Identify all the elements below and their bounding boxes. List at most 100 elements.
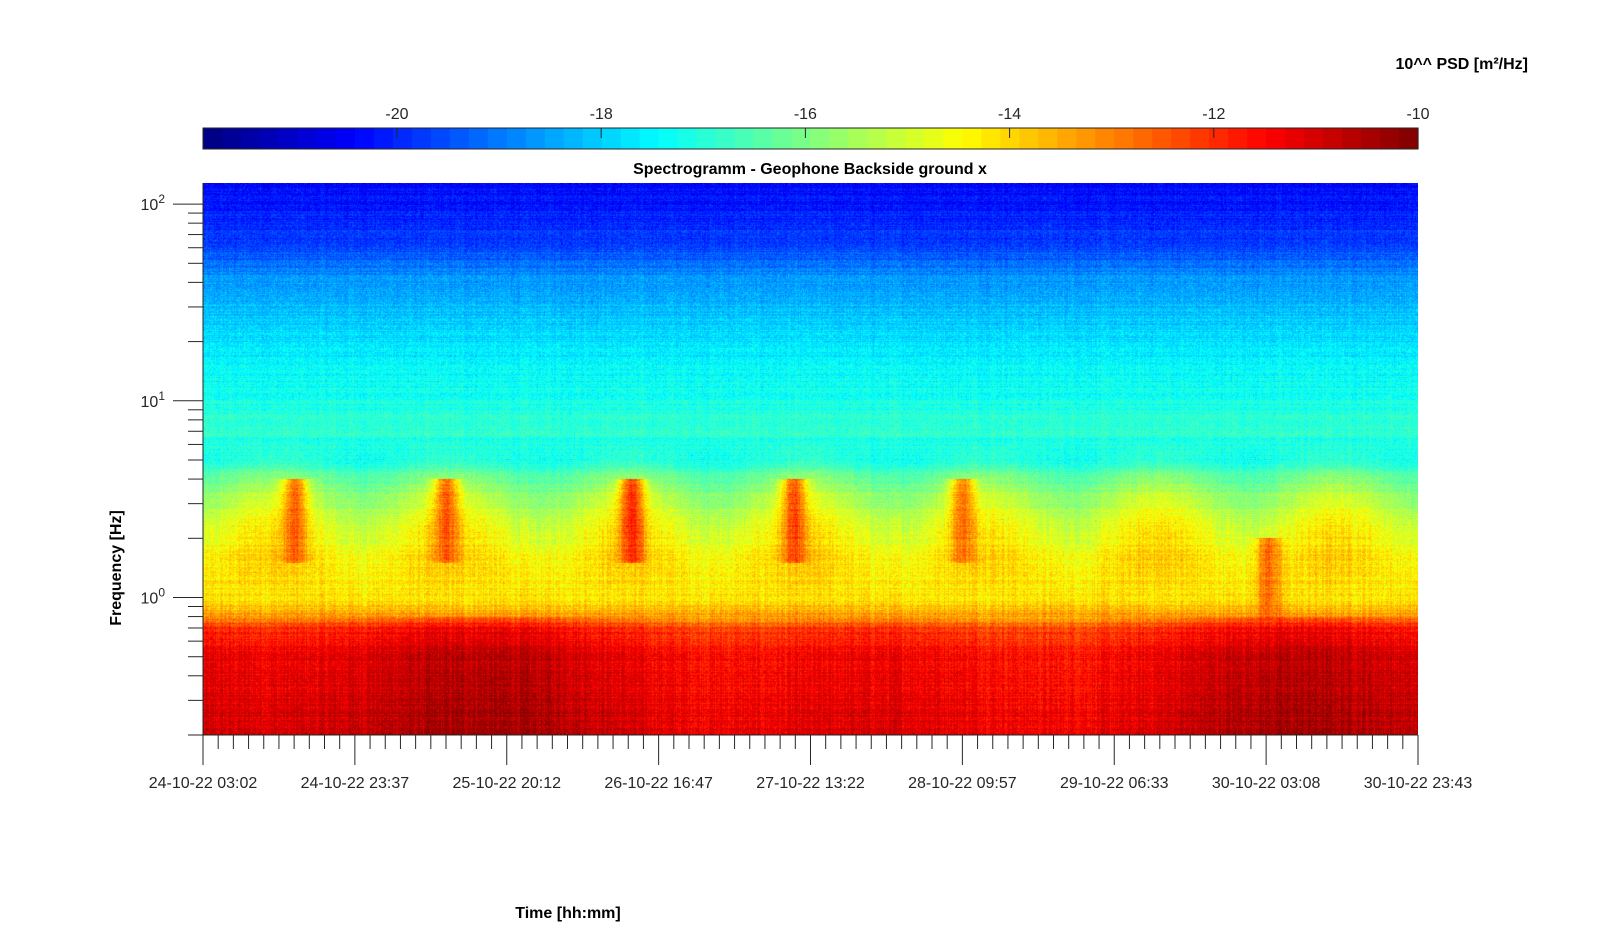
y-tick-label: 101 xyxy=(141,389,166,411)
x-tick-label: 25-10-22 20:12 xyxy=(452,775,561,792)
colorbar-band xyxy=(1114,128,1134,149)
colorbar-band xyxy=(1095,128,1115,149)
colorbar-ticks: -20 -18 -16 -14 -12 -10 xyxy=(385,106,1430,138)
colorbar-band xyxy=(1266,128,1286,149)
colorbar-band xyxy=(715,128,736,149)
colorbar-label: 10^^ PSD [m²/Hz] xyxy=(1396,56,1528,73)
colorbar-band xyxy=(696,128,717,149)
x-axis-ticks: 24-10-22 03:02 24-10-22 23:37 25-10-22 20:… xyxy=(149,735,1473,792)
colorbar-band xyxy=(582,128,603,149)
colorbar-band xyxy=(639,128,660,149)
colorbar-band xyxy=(259,128,280,149)
colorbar-band xyxy=(1304,128,1324,149)
colorbar-band xyxy=(1399,128,1419,149)
colorbar-band xyxy=(658,128,679,149)
colorbar-band xyxy=(1000,128,1020,149)
colorbar-band xyxy=(203,128,223,149)
colorbar-band xyxy=(411,128,432,149)
y-tick-exponent: 0 xyxy=(158,586,165,600)
colorbar-tick-label: -10 xyxy=(1406,106,1429,123)
colorbar-band xyxy=(791,128,812,149)
x-tick-label: 29-10-22 06:33 xyxy=(1060,775,1169,792)
colorbar-band xyxy=(601,128,622,149)
colorbar-band xyxy=(905,128,925,149)
colorbar-band xyxy=(544,128,565,149)
colorbar: -20 -18 -16 -14 -12 -10 10^^ PSD [m²/Hz] xyxy=(202,56,1528,150)
y-tick-base: 10 xyxy=(141,197,159,214)
colorbar-band xyxy=(525,128,546,149)
colorbar-band xyxy=(848,128,869,149)
colorbar-band xyxy=(354,128,375,149)
colorbar-band xyxy=(1342,128,1362,149)
y-tick-exponent: 1 xyxy=(158,389,165,403)
colorbar-band xyxy=(981,128,1001,149)
colorbar-band xyxy=(1076,128,1096,149)
x-tick-label: 30-10-22 23:43 xyxy=(1364,775,1473,792)
colorbar-band xyxy=(753,128,774,149)
colorbar-band xyxy=(1171,128,1191,149)
colorbar-band xyxy=(1152,128,1172,149)
colorbar-band xyxy=(867,128,888,149)
colorbar-tick-label: -16 xyxy=(794,106,817,123)
colorbar-band xyxy=(487,128,508,149)
colorbar-band xyxy=(563,128,584,149)
colorbar-band xyxy=(1361,128,1381,149)
colorbar-band xyxy=(506,128,527,149)
colorbar-band xyxy=(335,128,356,149)
colorbar-band xyxy=(1190,128,1210,149)
colorbar-tick-label: -18 xyxy=(590,106,613,123)
colorbar-tick-label: -14 xyxy=(998,106,1021,123)
spectrogram-heatmap xyxy=(203,183,1418,735)
x-tick-label: 24-10-22 03:02 xyxy=(149,775,258,792)
x-tick-label: 30-10-22 03:08 xyxy=(1212,775,1321,792)
y-tick-base: 10 xyxy=(141,394,159,411)
colorbar-band xyxy=(1247,128,1267,149)
colorbar-band xyxy=(468,128,489,149)
colorbar-band xyxy=(221,128,242,149)
colorbar-band xyxy=(1019,128,1039,149)
colorbar-band xyxy=(449,128,470,149)
colorbar-bands xyxy=(203,128,1419,149)
colorbar-band xyxy=(297,128,318,149)
colorbar-band xyxy=(734,128,755,149)
colorbar-band xyxy=(1228,128,1248,149)
colorbar-band xyxy=(1380,128,1400,149)
colorbar-tick-label: -20 xyxy=(385,106,408,123)
colorbar-band xyxy=(316,128,337,149)
colorbar-band xyxy=(278,128,299,149)
colorbar-band xyxy=(430,128,451,149)
colorbar-band xyxy=(1038,128,1058,149)
colorbar-band xyxy=(677,128,698,149)
colorbar-band xyxy=(810,128,831,149)
x-tick-label: 27-10-22 13:22 xyxy=(756,775,865,792)
colorbar-band xyxy=(962,128,982,149)
colorbar-tick-label: -12 xyxy=(1202,106,1225,123)
y-axis-label: Frequency [Hz] xyxy=(108,510,125,626)
y-tick-base: 10 xyxy=(141,591,159,608)
colorbar-band xyxy=(1209,128,1229,149)
colorbar-band xyxy=(373,128,394,149)
x-axis-label: Time [hh:mm] xyxy=(515,905,620,922)
y-tick-label: 100 xyxy=(141,586,166,608)
colorbar-band xyxy=(1323,128,1343,149)
colorbar-band xyxy=(620,128,641,149)
colorbar-band xyxy=(772,128,793,149)
colorbar-band xyxy=(392,128,413,149)
colorbar-band xyxy=(1285,128,1305,149)
colorbar-band xyxy=(943,128,963,149)
colorbar-band xyxy=(1057,128,1077,149)
x-tick-label: 26-10-22 16:47 xyxy=(604,775,713,792)
chart-title: Spectrogramm - Geophone Backside ground … xyxy=(633,161,987,178)
y-tick-label: 102 xyxy=(141,192,166,214)
x-tick-label: 24-10-22 23:37 xyxy=(301,775,410,792)
colorbar-band xyxy=(240,128,261,149)
x-tick-label: 28-10-22 09:57 xyxy=(908,775,1017,792)
colorbar-band xyxy=(886,128,907,149)
colorbar-frame xyxy=(202,127,1419,150)
colorbar-band xyxy=(829,128,850,149)
colorbar-band xyxy=(924,128,944,149)
y-tick-exponent: 2 xyxy=(158,192,165,206)
